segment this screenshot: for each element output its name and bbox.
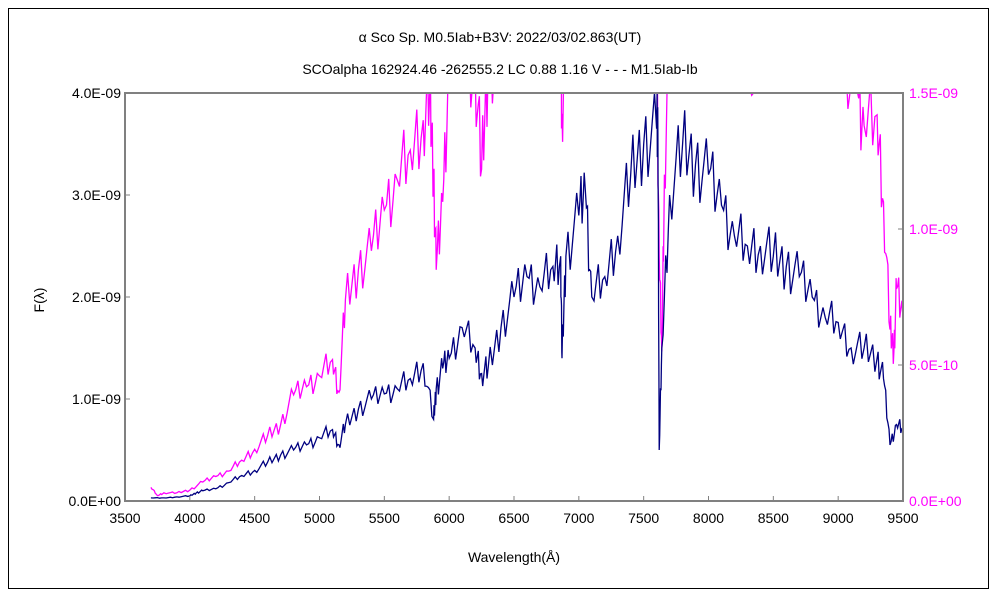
x-tick-label: 7500	[628, 510, 659, 526]
x-tick-label: 4000	[174, 510, 205, 526]
x-tick-label: 5000	[304, 510, 335, 526]
y-axis-label: F(λ)	[31, 288, 47, 313]
y2-tick-label: 1.0E-09	[909, 221, 958, 237]
x-tick-label: 4500	[239, 510, 270, 526]
x-tick-label: 6500	[498, 510, 529, 526]
series-line-alpha-sco	[150, 93, 903, 499]
y-tick-label: 0.0E+00	[68, 493, 121, 509]
y2-tick-label: 0.0E+00	[909, 493, 962, 509]
x-tick-label: 3500	[109, 510, 140, 526]
chart-frame	[8, 8, 989, 589]
chart-subtitle: SCOalpha 162924.46 -262555.2 LC 0.88 1.1…	[302, 61, 698, 77]
x-tick-label: 8000	[693, 510, 724, 526]
x-tick-label: 9000	[823, 510, 854, 526]
x-tick-label: 9500	[887, 510, 918, 526]
y-tick-label: 1.0E-09	[72, 391, 121, 407]
chart-title: α Sco Sp. M0.5Iab+B3V: 2022/03/02.863(UT…	[359, 29, 642, 45]
y2-tick-label: 5.0E-10	[909, 357, 958, 373]
series-line-reference-m15	[150, 93, 903, 497]
y-tick-label: 2.0E-09	[72, 289, 121, 305]
x-tick-label: 7000	[563, 510, 594, 526]
y-tick-label: 4.0E-09	[72, 85, 121, 101]
x-tick-label: 5500	[369, 510, 400, 526]
y2-tick-label: 1.5E-09	[909, 85, 958, 101]
x-tick-label: 6000	[434, 510, 465, 526]
x-axis-label: Wavelength(Å)	[468, 549, 560, 565]
y-tick-label: 3.0E-09	[72, 187, 121, 203]
x-tick-label: 8500	[758, 510, 789, 526]
